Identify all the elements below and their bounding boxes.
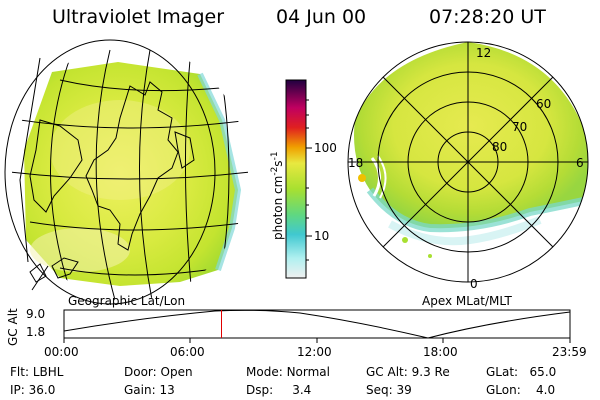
- dsp-info: Dsp: 3.4: [246, 383, 312, 397]
- altitude-curve: [63, 309, 571, 339]
- mlat-label-70: 70: [512, 120, 528, 134]
- gc-alt-info: GC Alt: 9.3 Re: [366, 365, 450, 379]
- colorbar-tick-100: 100: [314, 141, 337, 155]
- door-info: Door: Open: [124, 365, 193, 379]
- apex-label: Apex MLat/MLT: [422, 294, 512, 308]
- mlt-label-6: 6: [576, 156, 584, 170]
- altitude-ymax: 9.0: [26, 307, 46, 321]
- instrument-title: Ultraviolet Imager: [52, 6, 225, 28]
- filter-info: Flt: LBHL: [10, 365, 64, 379]
- xtick-0600: 06:00: [170, 345, 205, 359]
- xtick-1200: 12:00: [297, 345, 332, 359]
- xtick-2359: 23:59: [552, 345, 587, 359]
- image-date: 04 Jun 00: [276, 6, 367, 28]
- mlat-label-80: 80: [492, 140, 508, 154]
- mode-info: Mode: Normal: [246, 365, 330, 379]
- geographic-label: Geographic Lat/Lon: [68, 294, 186, 308]
- altitude-ymin: 1.8: [26, 325, 46, 339]
- xtick-0000: 00:00: [44, 345, 79, 359]
- mlt-label-12: 12: [476, 46, 492, 60]
- seq-info: Seq: 39: [366, 383, 412, 397]
- mlt-label-18: 18: [348, 156, 364, 170]
- image-time: 07:28:20 UT: [429, 6, 546, 28]
- gain-info: Gain: 13: [124, 383, 175, 397]
- xtick-1800: 18:00: [423, 345, 458, 359]
- mlat-label-60: 60: [536, 97, 552, 111]
- mlt-label-0: 0: [470, 277, 478, 291]
- colorbar-tick-10: 10: [314, 229, 330, 243]
- glat-info: GLat: 65.0: [486, 365, 557, 379]
- ip-info: IP: 36.0: [10, 383, 56, 397]
- glon-info: GLon: 4.0: [486, 383, 556, 397]
